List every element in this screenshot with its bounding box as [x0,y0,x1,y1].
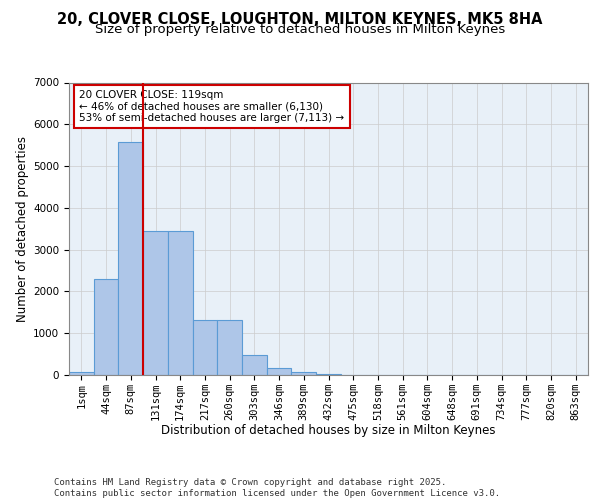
Text: 20 CLOVER CLOSE: 119sqm
← 46% of detached houses are smaller (6,130)
53% of semi: 20 CLOVER CLOSE: 119sqm ← 46% of detache… [79,90,344,123]
Bar [193,320,217,375]
Bar [292,372,316,375]
Bar [94,279,118,375]
Bar [267,368,292,375]
Bar [118,142,143,375]
X-axis label: Distribution of detached houses by size in Milton Keynes: Distribution of detached houses by size … [161,424,496,438]
Y-axis label: Number of detached properties: Number of detached properties [16,136,29,322]
Bar [217,320,242,375]
Bar [242,356,267,375]
Text: 20, CLOVER CLOSE, LOUGHTON, MILTON KEYNES, MK5 8HA: 20, CLOVER CLOSE, LOUGHTON, MILTON KEYNE… [57,12,543,28]
Text: Contains HM Land Registry data © Crown copyright and database right 2025.
Contai: Contains HM Land Registry data © Crown c… [54,478,500,498]
Bar [168,231,193,375]
Bar [143,231,168,375]
Bar [69,372,94,375]
Text: Size of property relative to detached houses in Milton Keynes: Size of property relative to detached ho… [95,22,505,36]
Bar [316,374,341,375]
